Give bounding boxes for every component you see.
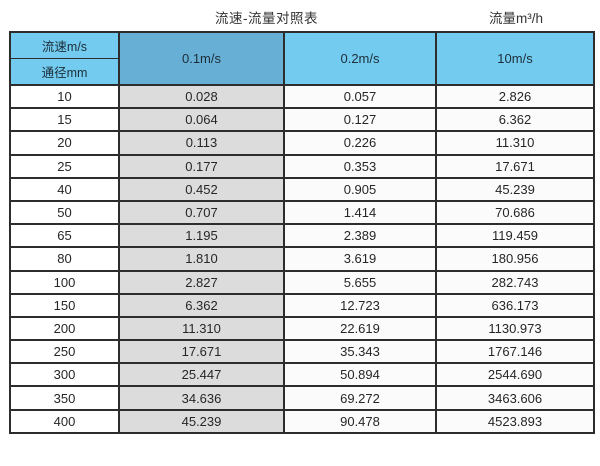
flow-0_2-cell: 5.655	[283, 269, 437, 295]
flow-0_1-cell: 2.827	[118, 269, 285, 295]
diameter-cell: 250	[9, 339, 120, 365]
flow-0_2-cell: 22.619	[283, 315, 437, 342]
table-row: 80 1.810 3.619 180.956	[9, 246, 595, 272]
header-velocity-0_1: 0.1m/s	[118, 31, 285, 86]
flow-0_1-cell: 0.707	[118, 199, 285, 226]
diameter-cell: 80	[9, 246, 120, 272]
table-body: 10 0.028 0.057 2.826 15 0.064 0.127 6.362 20 0.11…	[9, 83, 595, 434]
flow-10-cell: 45.239	[435, 176, 595, 202]
flow-0_1-cell: 45.239	[118, 408, 285, 434]
table-row: 250 17.671 35.343 1767.146	[9, 339, 595, 365]
flow-0_2-cell: 3.619	[283, 246, 437, 272]
flow-rate-table: 流速m/s 通径mm 0.1m/s 0.2m/s 10m/s 10 0.028 0.…	[9, 31, 595, 434]
diameter-cell: 100	[9, 269, 120, 295]
table-row: 200 11.310 22.619 1130.973	[9, 315, 595, 342]
flow-0_1-cell: 0.028	[118, 83, 285, 110]
velocity-axis-label: 流速m/s	[12, 34, 117, 59]
flow-10-cell: 17.671	[435, 153, 595, 179]
table-row: 400 45.239 90.478 4523.893	[9, 408, 595, 434]
flow-0_2-cell: 12.723	[283, 292, 437, 318]
flow-10-cell: 6.362	[435, 107, 595, 133]
flow-0_1-cell: 34.636	[118, 385, 285, 411]
table-row: 100 2.827 5.655 282.743	[9, 269, 595, 295]
table-row: 15 0.064 0.127 6.362	[9, 107, 595, 133]
header-velocity-0_2: 0.2m/s	[283, 31, 437, 86]
diameter-cell: 25	[9, 153, 120, 179]
table-row: 300 25.447 50.894 2544.690	[9, 362, 595, 388]
diameter-axis-label: 通径mm	[41, 66, 88, 80]
diameter-cell: 350	[9, 385, 120, 411]
flow-0_2-cell: 1.414	[283, 199, 437, 226]
flow-10-cell: 2544.690	[435, 362, 595, 388]
header-row: 流速m/s 通径mm 0.1m/s 0.2m/s 10m/s	[9, 31, 595, 86]
diameter-cell: 400	[9, 408, 120, 434]
table-row: 25 0.177 0.353 17.671	[9, 153, 595, 179]
flow-unit-label: 流量m³/h	[489, 11, 543, 26]
diameter-cell: 300	[9, 362, 120, 388]
table-title: 流速-流量对照表	[215, 11, 318, 26]
diameter-cell: 65	[9, 223, 120, 249]
flow-0_1-cell: 1.810	[118, 246, 285, 272]
flow-0_1-cell: 11.310	[118, 315, 285, 342]
title-bar: 流速-流量对照表 流量m³/h	[0, 0, 600, 31]
flow-0_1-cell: 1.195	[118, 223, 285, 249]
flow-0_2-cell: 90.478	[283, 408, 437, 434]
diameter-cell: 10	[9, 83, 120, 110]
table-row: 150 6.362 12.723 636.173	[9, 292, 595, 318]
flow-0_2-cell: 50.894	[283, 362, 437, 388]
flow-10-cell: 180.956	[435, 246, 595, 272]
flow-table-container: 流速m/s 通径mm 0.1m/s 0.2m/s 10m/s 10 0.028 0.…	[9, 31, 595, 434]
diameter-cell: 150	[9, 292, 120, 318]
flow-0_1-cell: 0.177	[118, 153, 285, 179]
flow-0_2-cell: 2.389	[283, 223, 437, 249]
flow-0_2-cell: 0.127	[283, 107, 437, 133]
flow-10-cell: 636.173	[435, 292, 595, 318]
table-row: 50 0.707 1.414 70.686	[9, 199, 595, 226]
flow-10-cell: 3463.606	[435, 385, 595, 411]
flow-0_1-cell: 6.362	[118, 292, 285, 318]
table-row: 350 34.636 69.272 3463.606	[9, 385, 595, 411]
corner-header-cell: 流速m/s 通径mm	[9, 31, 120, 86]
header-velocity-10: 10m/s	[435, 31, 595, 86]
table-row: 20 0.113 0.226 11.310	[9, 130, 595, 156]
flow-10-cell: 119.459	[435, 223, 595, 249]
flow-10-cell: 1130.973	[435, 315, 595, 342]
flow-0_1-cell: 0.113	[118, 130, 285, 156]
flow-0_2-cell: 35.343	[283, 339, 437, 365]
table-header: 流速m/s 通径mm 0.1m/s 0.2m/s 10m/s	[9, 31, 595, 86]
flow-0_2-cell: 0.353	[283, 153, 437, 179]
flow-0_2-cell: 69.272	[283, 385, 437, 411]
flow-0_1-cell: 25.447	[118, 362, 285, 388]
table-row: 10 0.028 0.057 2.826	[9, 83, 595, 110]
flow-0_2-cell: 0.057	[283, 83, 437, 110]
table-row: 65 1.195 2.389 119.459	[9, 223, 595, 249]
diameter-cell: 15	[9, 107, 120, 133]
flow-10-cell: 11.310	[435, 130, 595, 156]
flow-10-cell: 282.743	[435, 269, 595, 295]
diameter-cell: 200	[9, 315, 120, 342]
flow-0_1-cell: 0.452	[118, 176, 285, 202]
diameter-cell: 20	[9, 130, 120, 156]
diameter-cell: 50	[9, 199, 120, 226]
table-row: 40 0.452 0.905 45.239	[9, 176, 595, 202]
flow-0_2-cell: 0.226	[283, 130, 437, 156]
flow-10-cell: 4523.893	[435, 408, 595, 434]
flow-10-cell: 1767.146	[435, 339, 595, 365]
flow-10-cell: 70.686	[435, 199, 595, 226]
flow-10-cell: 2.826	[435, 83, 595, 110]
flow-0_1-cell: 0.064	[118, 107, 285, 133]
flow-0_2-cell: 0.905	[283, 176, 437, 202]
diameter-cell: 40	[9, 176, 120, 202]
flow-0_1-cell: 17.671	[118, 339, 285, 365]
